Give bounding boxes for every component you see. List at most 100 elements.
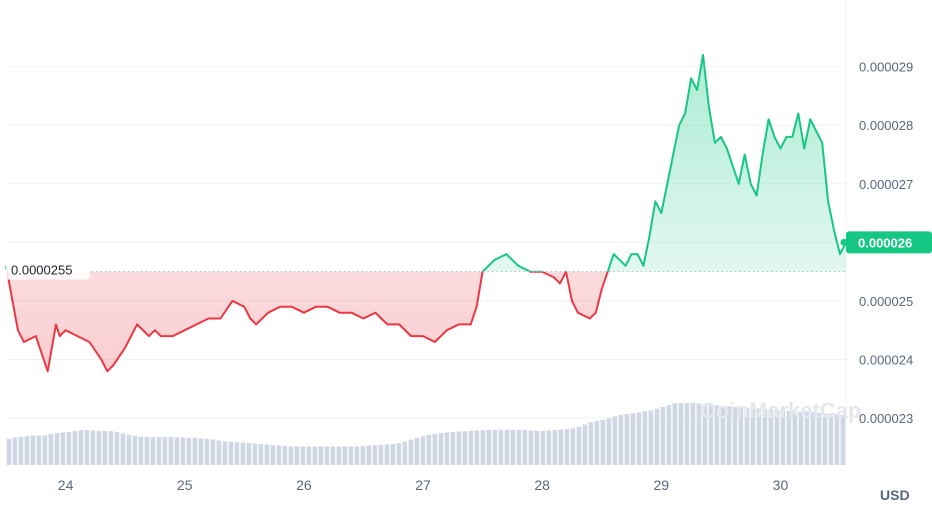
volume-bar [450,431,456,465]
volume-bar [342,446,348,465]
volume-bar [132,435,138,465]
volume-bar [240,442,246,465]
volume-bar [120,433,126,465]
volume-bar [78,430,84,465]
volume-bar [156,437,162,465]
volume-bar [828,413,834,465]
volume-bar [180,437,186,465]
volume-bar [792,411,798,465]
volume-bar [552,429,558,465]
y-tick-label: 0.000029 [859,60,913,75]
volume-bar [624,414,630,465]
volume-bar [18,436,24,465]
volume-bar [306,446,312,465]
volume-bar [780,410,786,465]
volume-bar [192,437,198,465]
volume-bar [558,429,564,465]
volume-bar [390,443,396,465]
volume-bar [798,411,804,465]
x-tick-label: 26 [296,477,312,493]
volume-bar [138,436,144,465]
volume-bar [366,445,372,465]
volume-bar [522,430,528,465]
volume-bar [474,430,480,465]
volume-bar [168,437,174,465]
volume-bar [378,444,384,465]
volume-bar [528,430,534,465]
current-price-dot [840,238,848,246]
volume-bar [396,442,402,465]
volume-bar [768,409,774,465]
volume-bar [684,403,690,465]
volume-bar [774,409,780,465]
current-price-text: 0.000026 [858,235,912,250]
volume-bar [312,446,318,465]
unit-label: USD [880,487,910,503]
volume-bar [672,403,678,465]
volume-bar [714,405,720,465]
volume-bar [840,414,846,465]
volume-bar [234,442,240,465]
volume-bar [582,424,588,465]
volume-bar [576,426,582,465]
volume-bar [96,430,102,465]
volume-bar [480,430,486,465]
reference-label: 0.0000255 [6,259,90,280]
volume-bar [690,403,696,465]
volume-bar [336,446,342,465]
volume-bar [402,441,408,465]
volume-bar [294,446,300,465]
volume-bar [642,411,648,465]
volume-bar [414,437,420,465]
volume-bar [66,431,72,465]
volume-bar [126,434,132,465]
volume-bar [492,429,498,465]
volume-bar [510,429,516,465]
area-fill-down [6,271,846,372]
volume-bar [786,410,792,465]
volume-bar [48,433,54,465]
x-tick-label: 30 [773,477,789,493]
volume-bar [588,422,594,465]
volume-bar [384,444,390,465]
volume-bar [426,434,432,465]
volume-bar [24,436,30,465]
volume-bar [612,416,618,465]
volume-bar [756,408,762,465]
volume-bar [678,403,684,465]
volume-bar [570,428,576,465]
volume-bar [444,432,450,465]
volume-bar [660,406,666,465]
volume-bar [726,406,732,465]
volume-bar [618,414,624,465]
y-tick-label: 0.000023 [859,411,913,426]
volume-bar [534,430,540,465]
volume-bar [732,406,738,465]
volume-bar [516,429,522,465]
volume-bar [546,430,552,465]
volume-bar [102,430,108,465]
volume-bar [348,446,354,465]
volume-bar [72,431,78,465]
volume-bar [6,438,12,465]
reference-label-text: 0.0000255 [11,263,72,278]
y-tick-label: 0.000027 [859,177,913,192]
volume-bar [744,407,750,465]
volume-bar [174,437,180,465]
volume-bar [408,439,414,465]
volume-bar [762,408,768,465]
volume-bar [12,437,18,465]
volume-bar [804,412,810,465]
y-tick-label: 0.000028 [859,118,913,133]
volume-bar [210,439,216,465]
volume-bar [288,446,294,465]
price-line-down [6,271,609,373]
volume-bar [84,429,90,465]
x-tick-label: 24 [58,477,74,493]
price-area [5,53,848,373]
volume-bar [648,410,654,465]
volume-bar [36,435,42,465]
volume-bar [30,435,36,465]
x-axis: 24 25 26 27 28 29 30 [58,477,789,493]
